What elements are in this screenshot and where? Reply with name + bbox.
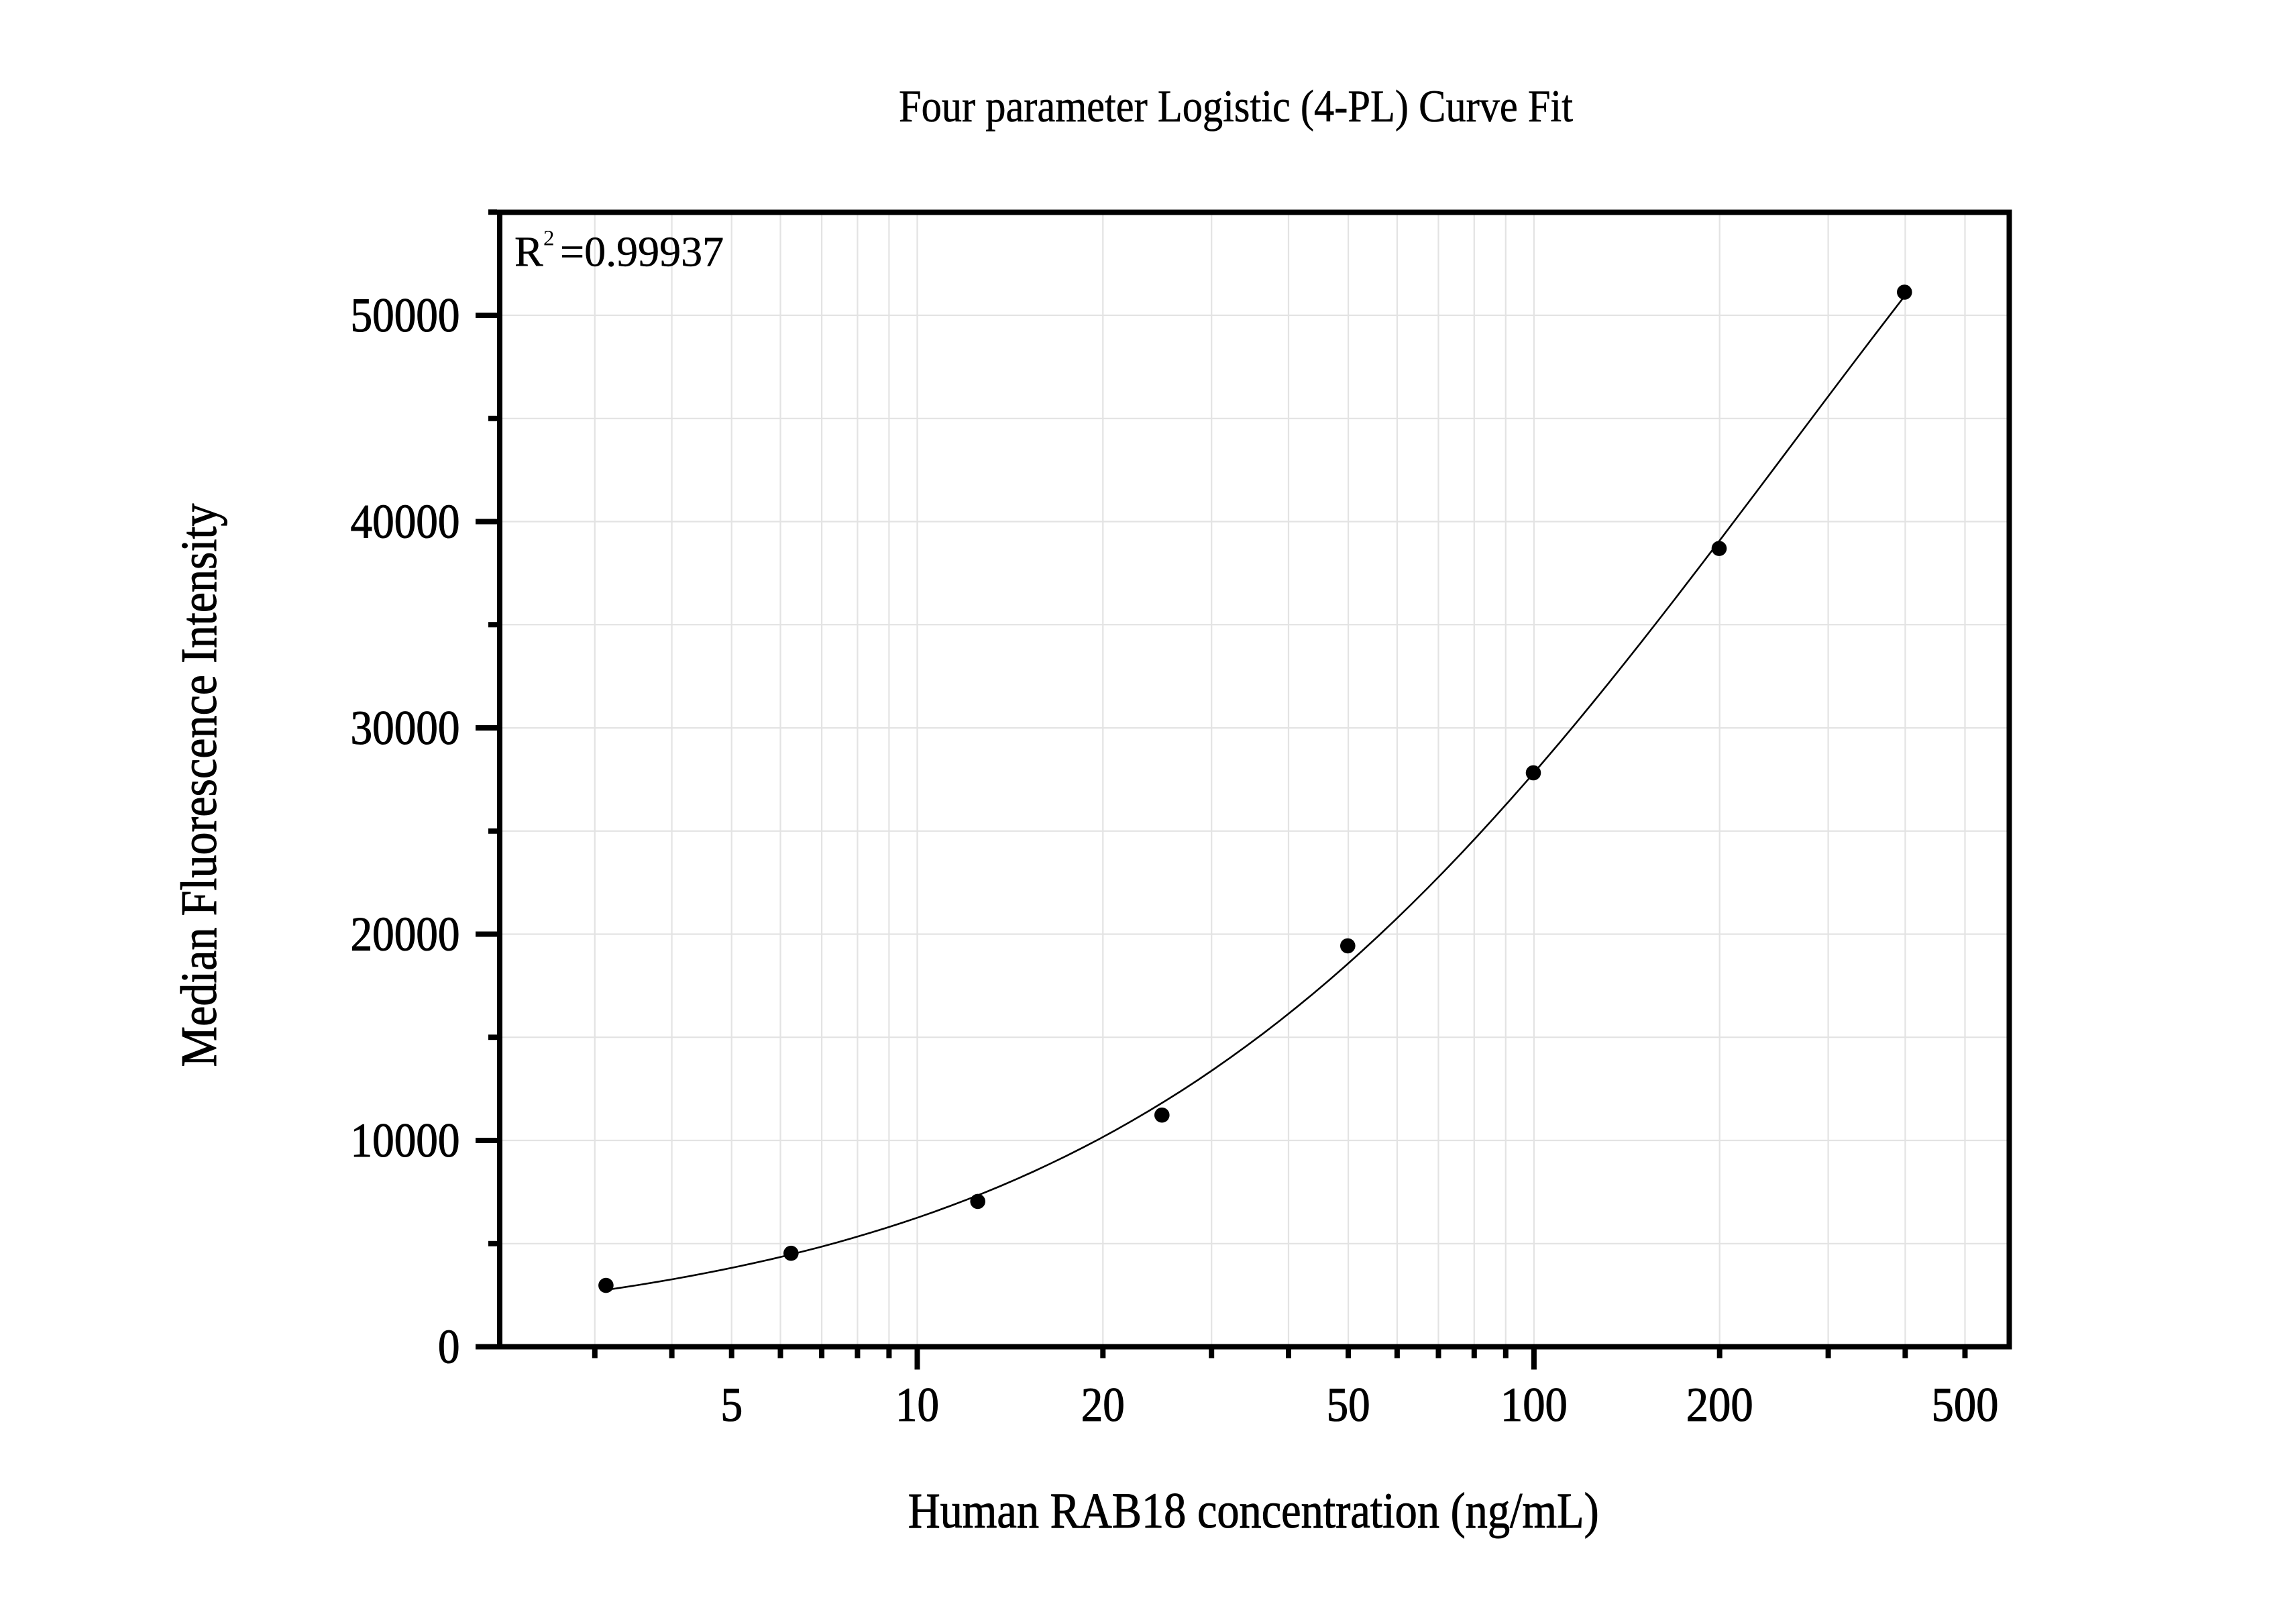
svg-text:200: 200 — [1686, 1378, 1753, 1432]
svg-text:=0.99937: =0.99937 — [560, 228, 724, 276]
svg-text:2: 2 — [543, 227, 555, 251]
svg-text:50: 50 — [1327, 1378, 1370, 1432]
svg-text:10000: 10000 — [351, 1114, 460, 1167]
svg-text:30000: 30000 — [351, 701, 460, 755]
svg-text:Four parameter Logistic (4-PL): Four parameter Logistic (4-PL) Curve Fit — [899, 81, 1573, 131]
svg-text:0: 0 — [438, 1320, 460, 1374]
svg-text:5: 5 — [720, 1378, 743, 1432]
svg-text:20000: 20000 — [351, 908, 460, 961]
svg-text:Median Fluorescence Intensity: Median Fluorescence Intensity — [171, 504, 227, 1067]
svg-text:20: 20 — [1081, 1378, 1125, 1432]
svg-text:10: 10 — [895, 1378, 939, 1432]
svg-text:40000: 40000 — [351, 495, 460, 549]
svg-text:50000: 50000 — [351, 288, 460, 342]
svg-text:500: 500 — [1932, 1378, 1999, 1432]
svg-text:Human RAB18 concentration (ng/: Human RAB18 concentration (ng/mL) — [908, 1483, 1599, 1539]
svg-text:R: R — [514, 228, 543, 276]
svg-text:100: 100 — [1500, 1378, 1568, 1432]
